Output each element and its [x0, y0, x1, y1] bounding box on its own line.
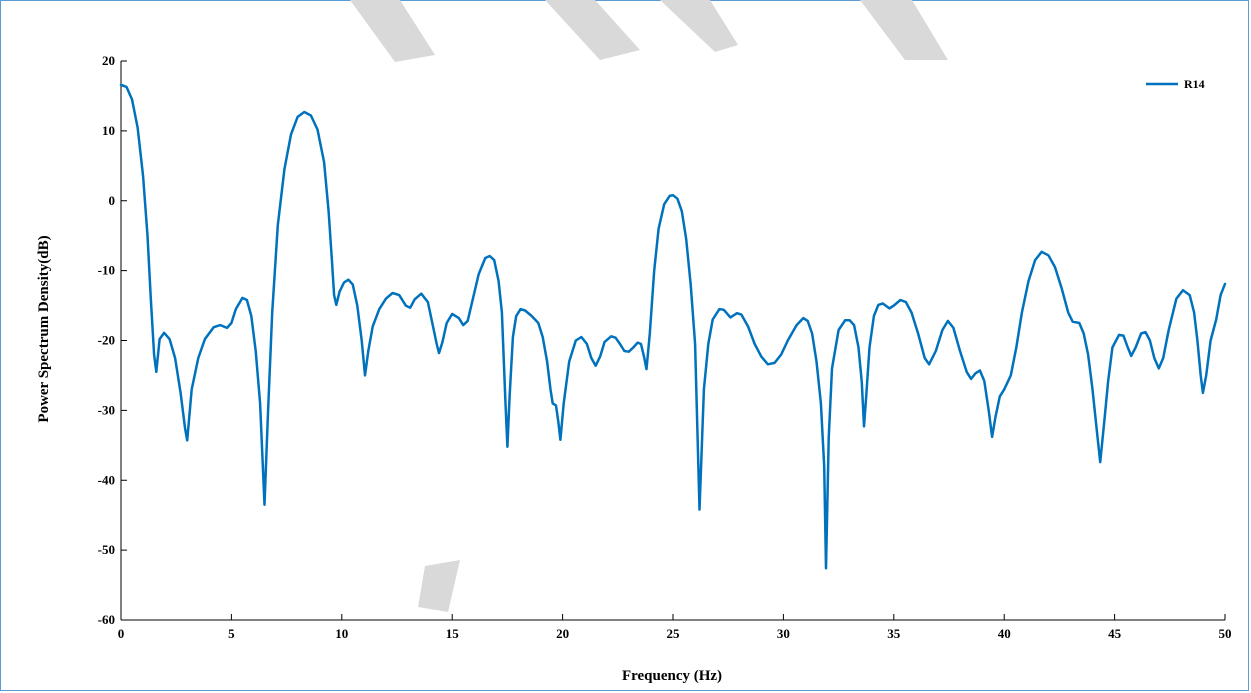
- legend: R14: [1146, 77, 1205, 91]
- y-axis-ticks: 20 10 0 -10 -20 -30 -40 -50 -60: [98, 53, 127, 627]
- x-tick-label: 45: [1108, 626, 1122, 641]
- y-axis-label: Power Spectrum Density(dB): [36, 235, 52, 422]
- x-axis-label: Frequency (Hz): [622, 668, 722, 684]
- y-tick-label: 20: [102, 53, 115, 68]
- series-layer: [119, 83, 1227, 570]
- y-tick-label: -60: [98, 612, 115, 627]
- legend-label-r14: R14: [1184, 77, 1205, 91]
- watermark-decoration: [350, 0, 948, 612]
- x-tick-label: 35: [887, 626, 901, 641]
- plot-axes: [120, 61, 1225, 621]
- x-tick-label: 0: [118, 626, 125, 641]
- x-tick-label: 20: [556, 626, 569, 641]
- x-tick-label: 10: [335, 626, 348, 641]
- x-axis-ticks: 0 5 10 15 20 25 30 35 40 45 50: [118, 614, 1232, 641]
- y-tick-label: -50: [98, 542, 115, 557]
- y-tick-label: -40: [98, 472, 115, 487]
- y-tick-label: -20: [98, 333, 115, 348]
- x-tick-label: 50: [1219, 626, 1232, 641]
- x-tick-label: 30: [777, 626, 790, 641]
- y-tick-label: -30: [98, 402, 115, 417]
- x-tick-label: 40: [998, 626, 1011, 641]
- y-tick-label: 0: [109, 193, 116, 208]
- x-tick-label: 15: [446, 626, 460, 641]
- series-line-r14: [119, 83, 1227, 570]
- x-tick-label: 25: [667, 626, 681, 641]
- y-tick-label: 10: [102, 123, 115, 138]
- y-tick-label: -10: [98, 263, 115, 278]
- x-tick-label: 5: [228, 626, 235, 641]
